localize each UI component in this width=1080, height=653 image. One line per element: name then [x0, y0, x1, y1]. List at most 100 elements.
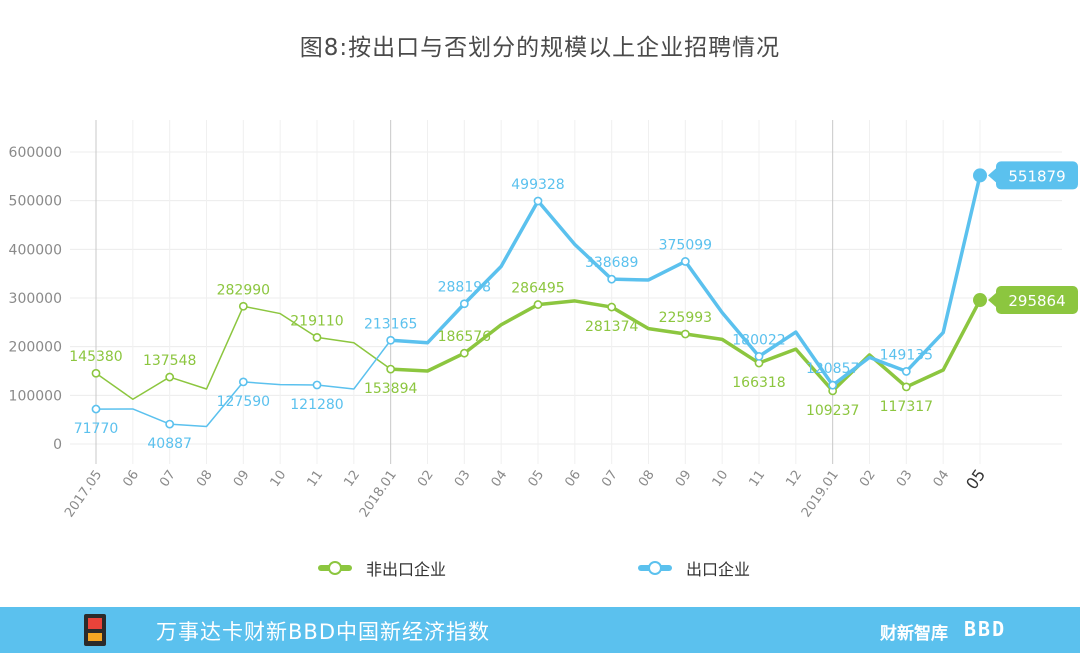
x-tick-label: 10 [268, 468, 290, 490]
x-tick-label: 06 [120, 468, 142, 490]
data-point-marker [901, 382, 911, 392]
y-tick-label: 200000 [9, 340, 62, 356]
data-label: 153894 [364, 381, 418, 397]
label-layer: 145380 137548 282990 219110 153894 186576 2864… [69, 161, 1078, 452]
data-label: 288198 [438, 280, 491, 296]
data-label: 40887 [147, 436, 192, 452]
legend-swatch-non-export [318, 561, 352, 575]
legend-item-export[interactable]: 出口企业 [638, 556, 750, 580]
data-point-marker [165, 372, 175, 382]
x-tick-label: 06 [562, 468, 584, 490]
data-label: 286495 [511, 281, 564, 297]
data-label: 282990 [217, 282, 270, 298]
data-point-marker [91, 404, 101, 414]
end-label-box [996, 286, 1078, 315]
end-label-box [996, 161, 1078, 190]
data-point-marker [91, 368, 101, 378]
x-tick-label: 12 [341, 468, 363, 490]
data-label: 225993 [659, 310, 712, 326]
data-label: 499328 [511, 177, 564, 193]
footer-brand-bbd: BBD [964, 617, 1007, 641]
x-tick-label: 02 [415, 468, 437, 490]
data-point-marker [312, 332, 322, 342]
y-tick-label: 400000 [9, 242, 62, 258]
index-logo-icon [84, 614, 106, 646]
data-label: 121280 [290, 397, 343, 413]
x-tick-label: 12 [783, 468, 805, 490]
chart-title: 图8:按出口与否划分的规模以上企业招聘情况 [299, 35, 781, 61]
data-point-marker [754, 351, 764, 361]
data-label: 338689 [585, 255, 638, 271]
x-tick-label: 10 [710, 468, 732, 490]
data-point-marker [238, 377, 248, 387]
legend-item-non-export[interactable]: 非出口企业 [318, 556, 446, 580]
data-point-marker [901, 367, 911, 376]
data-label: 213165 [364, 316, 417, 332]
y-tick-label: 600000 [9, 145, 62, 161]
axis-layer: 0 100000 200000 300000 400000 500000 600000 201… [9, 145, 990, 520]
x-tick-label: 04 [489, 468, 511, 490]
x-tick-label: 08 [636, 468, 658, 490]
data-label: 71770 [74, 421, 119, 437]
x-tick-label: 11 [746, 468, 768, 490]
data-point-marker [459, 299, 469, 309]
x-tick-label: 04 [931, 468, 953, 490]
data-point-marker [533, 196, 543, 206]
x-tick-label: 11 [304, 468, 326, 490]
legend-swatch-export [638, 561, 672, 575]
y-tick-label: 300000 [9, 291, 62, 307]
data-label: 186576 [438, 329, 492, 345]
footer-index-name: 万事达卡财新BBD中国新经济指数 [156, 620, 490, 644]
data-point-marker [165, 419, 175, 429]
end-point-marker [973, 168, 987, 183]
x-tick-label: 09 [231, 468, 253, 490]
x-tick-label: 09 [673, 468, 695, 490]
data-point-marker [680, 329, 690, 339]
data-label: 375099 [659, 237, 712, 253]
footer-banner: 万事达卡财新BBD中国新经济指数 财新智库 BBD [0, 607, 1080, 653]
x-tick-label: 05 [962, 465, 989, 493]
end-label-pointer [988, 293, 996, 308]
end-point-marker [973, 293, 987, 308]
legend-label-non-export: 非出口企业 [366, 560, 447, 579]
data-label: 219110 [290, 313, 343, 329]
line-chart: 0 100000 200000 300000 400000 500000 600000 201… [9, 120, 1078, 520]
data-label: 145380 [69, 349, 122, 365]
x-tick-label: 03 [894, 468, 916, 490]
data-label: 117317 [880, 399, 933, 415]
x-tick-label: 07 [157, 468, 179, 490]
data-label: 281374 [585, 319, 639, 335]
data-point-marker [312, 380, 322, 390]
end-label-text: 295864 [1008, 292, 1065, 310]
data-label: 120857 [806, 361, 859, 377]
data-point-marker [386, 364, 396, 374]
y-tick-label: 100000 [9, 388, 62, 404]
footer-brand-caixin: 财新智库 [880, 624, 948, 644]
x-tick-label: 02 [857, 468, 879, 490]
end-label-text: 551879 [1008, 167, 1065, 185]
data-label: 137548 [143, 353, 196, 369]
x-tick-label: 05 [525, 468, 547, 490]
x-tick-label: 2018.01 [357, 468, 400, 521]
x-tick-label: 08 [194, 468, 216, 490]
data-point-marker [459, 348, 469, 358]
x-tick-label: 03 [452, 468, 474, 490]
data-label: 149135 [880, 347, 933, 363]
grid-layer [70, 120, 1062, 464]
end-label-pointer [988, 168, 996, 183]
x-tick-label: 2017.05 [62, 468, 105, 521]
y-tick-label: 0 [53, 437, 62, 453]
series-layer [91, 168, 987, 429]
legend-label-export: 出口企业 [686, 560, 751, 579]
data-point-marker [607, 302, 617, 312]
data-point-marker [238, 301, 248, 311]
data-point-marker [828, 380, 838, 390]
data-point-marker [680, 257, 690, 266]
data-point-marker [386, 335, 396, 345]
x-tick-label: 2019.01 [799, 468, 842, 521]
data-label: 109237 [806, 403, 859, 419]
data-label: 180022 [732, 332, 785, 348]
data-label: 166318 [732, 375, 785, 391]
x-tick-label: 07 [599, 468, 621, 490]
data-label: 127590 [217, 394, 270, 410]
